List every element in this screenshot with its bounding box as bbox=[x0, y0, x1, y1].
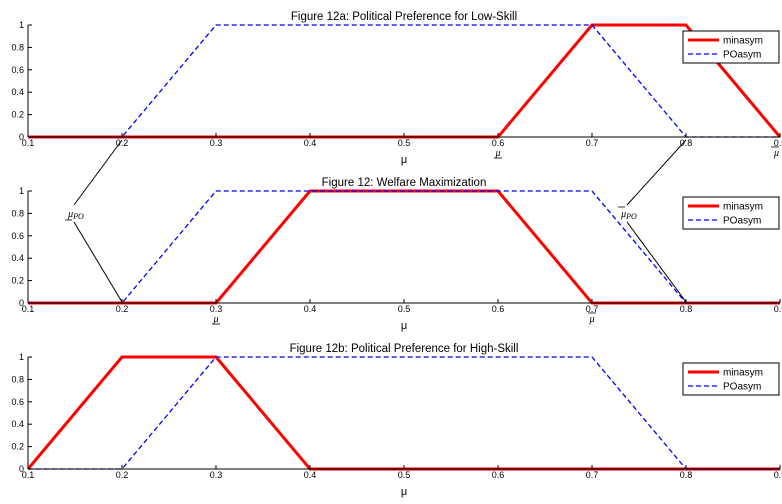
x-tick-label: 0.5 bbox=[398, 470, 411, 480]
annotation-leader bbox=[73, 139, 123, 206]
chart-title: Figure 12a: Political Preference for Low… bbox=[291, 11, 517, 23]
y-tick-label: 1 bbox=[19, 352, 24, 362]
x-tick-label: 0.4 bbox=[304, 304, 317, 314]
legend-box bbox=[682, 196, 780, 230]
mu-marker-label: μ bbox=[212, 314, 218, 325]
x-tick-label: 0.9 bbox=[774, 138, 782, 148]
mu-po-annotation: μPO bbox=[67, 209, 84, 221]
x-tick-label: 0.2 bbox=[116, 304, 129, 314]
mu-marker-label: μ bbox=[588, 314, 594, 325]
x-tick-label: 0.8 bbox=[680, 470, 693, 480]
legend-label-POasym: POasym bbox=[723, 216, 761, 227]
x-tick-label: 0.5 bbox=[398, 304, 411, 314]
x-tick-label: 0.7 bbox=[586, 138, 599, 148]
legend-label-minasym: minasym bbox=[723, 36, 763, 47]
x-tick-label: 0.6 bbox=[492, 470, 505, 480]
mu-marker-label: μ bbox=[773, 148, 779, 159]
chart-panel-1: Figure 12a: Political Preference for Low… bbox=[11, 11, 782, 166]
x-tick-label: 0.1 bbox=[22, 304, 35, 314]
y-tick-label: 1 bbox=[19, 20, 24, 30]
legend-box bbox=[682, 30, 780, 64]
legend-label-POasym: POasym bbox=[723, 50, 761, 61]
annotation-leader bbox=[73, 221, 123, 303]
x-tick-label: 0.3 bbox=[210, 304, 223, 314]
x-axis-label: μ bbox=[401, 486, 407, 498]
x-tick-label: 0.8 bbox=[680, 304, 693, 314]
y-tick-label: 0.8 bbox=[11, 42, 24, 52]
chart-panel-3: Figure 12b: Political Preference for Hig… bbox=[11, 343, 782, 498]
y-tick-label: 0 bbox=[19, 132, 24, 142]
legend-label-minasym: minasym bbox=[723, 368, 763, 379]
x-axis-label: μ bbox=[401, 320, 407, 332]
x-tick-label: 0.7 bbox=[586, 470, 599, 480]
annotation-layer: μPO μPO bbox=[65, 139, 687, 303]
x-tick-label: 0.8 bbox=[680, 138, 693, 148]
chart-title: Figure 12b: Political Preference for Hig… bbox=[290, 343, 519, 355]
y-tick-label: 0.8 bbox=[11, 374, 24, 384]
y-tick-label: 0.4 bbox=[11, 253, 24, 263]
y-tick-label: 1 bbox=[19, 186, 24, 196]
y-tick-label: 0.2 bbox=[11, 276, 24, 286]
y-tick-label: 0.4 bbox=[11, 419, 24, 429]
series-line-POasym bbox=[28, 24, 780, 138]
x-tick-label: 0.2 bbox=[116, 138, 129, 148]
x-axis-label: μ bbox=[401, 154, 407, 166]
x-tick-label: 0.9 bbox=[774, 470, 782, 480]
chart-panel-2: Figure 12: Welfare Maximization 0.1 0.2 0.3… bbox=[11, 177, 782, 332]
chart-title: Figure 12: Welfare Maximization bbox=[322, 177, 487, 189]
series-line-POasym bbox=[28, 190, 780, 304]
y-tick-label: 0.4 bbox=[11, 87, 24, 97]
series-line-minasym bbox=[28, 189, 780, 305]
y-tick-label: 0 bbox=[19, 298, 24, 308]
x-tick-label: 0.6 bbox=[492, 138, 505, 148]
legend-label-POasym: POasym bbox=[723, 382, 761, 393]
y-tick-label: 0.6 bbox=[11, 231, 24, 241]
x-tick-label: 0.6 bbox=[492, 304, 505, 314]
x-tick-label: 0.9 bbox=[774, 304, 782, 314]
x-tick-label: 0.3 bbox=[210, 470, 223, 480]
x-tick-label: 0.2 bbox=[116, 470, 129, 480]
x-tick-label: 0.1 bbox=[22, 138, 35, 148]
x-tick-label: 0.4 bbox=[304, 138, 317, 148]
x-tick-label: 0.3 bbox=[210, 138, 223, 148]
x-tick-label: 0.1 bbox=[22, 470, 35, 480]
x-tick-label: 0.7 bbox=[586, 304, 599, 314]
mu-po-subscript: PO bbox=[625, 212, 637, 221]
series-line-minasym bbox=[28, 23, 782, 139]
y-tick-label: 0.2 bbox=[11, 442, 24, 452]
mu-po-symbol: μ bbox=[620, 209, 626, 220]
annotation-leader bbox=[626, 221, 687, 303]
legend-box bbox=[682, 362, 780, 396]
y-tick-label: 0.6 bbox=[11, 65, 24, 75]
x-tick-label: 0.5 bbox=[398, 138, 411, 148]
series-line-minasym bbox=[26, 355, 780, 471]
annotation-leader bbox=[626, 139, 687, 206]
legend-label-minasym: minasym bbox=[723, 202, 763, 213]
mu-po-subscript: PO bbox=[72, 212, 84, 221]
y-tick-label: 0.8 bbox=[11, 208, 24, 218]
series-line-POasym bbox=[28, 356, 780, 470]
mu-po-symbol: μ bbox=[67, 209, 73, 220]
y-tick-label: 0.2 bbox=[11, 110, 24, 120]
mu-po-annotation: μPO bbox=[620, 209, 637, 221]
y-tick-label: 0 bbox=[19, 464, 24, 474]
y-tick-label: 0.6 bbox=[11, 397, 24, 407]
mu-marker-label: μ bbox=[494, 148, 500, 159]
x-tick-label: 0.4 bbox=[304, 470, 317, 480]
